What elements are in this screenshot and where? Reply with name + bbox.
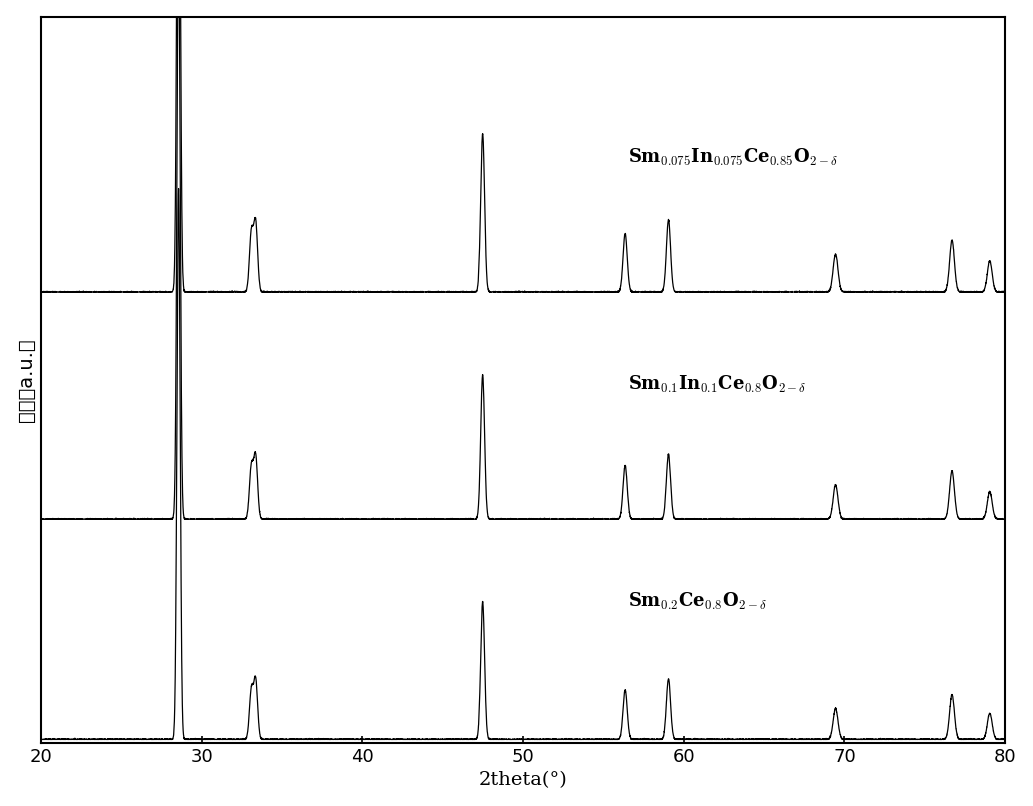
Text: Sm$_{0.2}$Ce$_{0.8}$O$_{2-\delta}$: Sm$_{0.2}$Ce$_{0.8}$O$_{2-\delta}$: [627, 591, 766, 612]
Text: Sm$_{0.1}$In$_{0.1}$Ce$_{0.8}$O$_{2-\delta}$: Sm$_{0.1}$In$_{0.1}$Ce$_{0.8}$O$_{2-\del…: [627, 374, 806, 395]
Y-axis label: 强度（a.u.）: 强度（a.u.）: [17, 338, 36, 422]
Text: Sm$_{0.075}$In$_{0.075}$Ce$_{0.85}$O$_{2-\delta}$: Sm$_{0.075}$In$_{0.075}$Ce$_{0.85}$O$_{2…: [627, 147, 838, 168]
X-axis label: 2theta(°): 2theta(°): [478, 771, 567, 789]
